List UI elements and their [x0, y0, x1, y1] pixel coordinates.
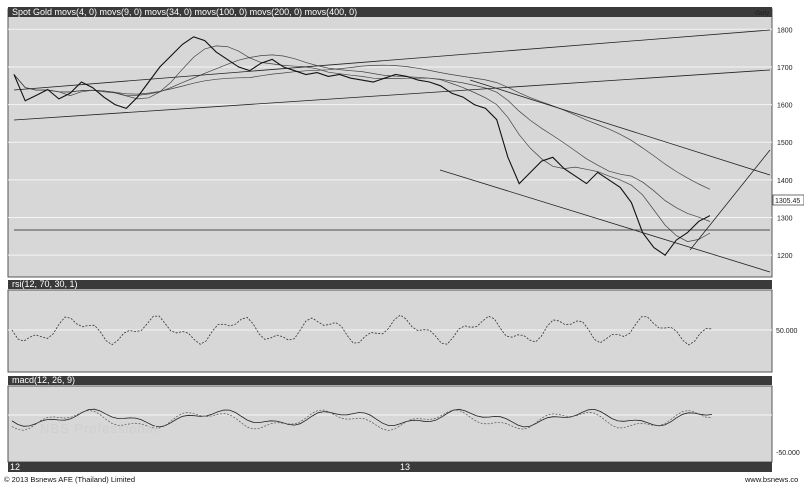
price-y-axis: 1800 1700 1600 1500 1400 1300 1200 [777, 27, 793, 260]
rsi-panel-header [8, 280, 772, 289]
moving-average-line [13, 45, 711, 242]
moving-average-lines [13, 45, 711, 242]
trend-lines [13, 29, 771, 273]
y-tick-label: 1500 [777, 140, 793, 147]
period-label: daily [755, 10, 770, 17]
moving-average-line [13, 64, 711, 190]
macd-line [11, 408, 713, 428]
copyright-text: © 2013 Bsnews AFE (Thailand) Limited [4, 475, 135, 484]
macd-signal-line [11, 409, 713, 431]
y-tick-label: 1400 [777, 178, 793, 185]
trend-line [689, 149, 771, 251]
watermark: NBS Professional [40, 421, 158, 436]
x-axis-bar [8, 462, 772, 472]
price-panel [7, 8, 773, 278]
last-price-label: 1305.45 [775, 198, 800, 205]
macd-panel-title: macd(12, 26, 9) [12, 375, 75, 385]
trend-line [439, 169, 771, 273]
macd-panel-header [8, 376, 772, 385]
rsi-tick-label: 50.000 [776, 328, 798, 335]
year-label-12: 12 [10, 462, 20, 472]
rsi-panel [7, 289, 773, 373]
y-tick-label: 1300 [777, 216, 793, 223]
trend-line [13, 69, 771, 121]
year-label-13: 13 [400, 462, 410, 472]
y-tick-label: 1700 [777, 65, 793, 72]
moving-average-line [13, 54, 711, 222]
rsi-panel-title: rsi(12, 70, 30, 1) [12, 279, 78, 289]
y-tick-label: 1600 [777, 103, 793, 110]
site-text: www.bsnews.co [744, 475, 798, 484]
last-price-box [772, 194, 804, 206]
price-gridlines [8, 28, 772, 256]
trend-line [469, 79, 771, 176]
y-tick-label: 1800 [777, 27, 793, 34]
price-series-line [13, 36, 711, 256]
macd-tick-label: -50.000 [776, 450, 800, 457]
y-tick-label: 1200 [777, 253, 793, 260]
price-panel-header [8, 7, 772, 17]
rsi-line [11, 314, 713, 346]
trend-line [13, 29, 771, 91]
price-panel-title: Spot Gold movs(4, 0) movs(9, 0) movs(34,… [12, 7, 357, 17]
